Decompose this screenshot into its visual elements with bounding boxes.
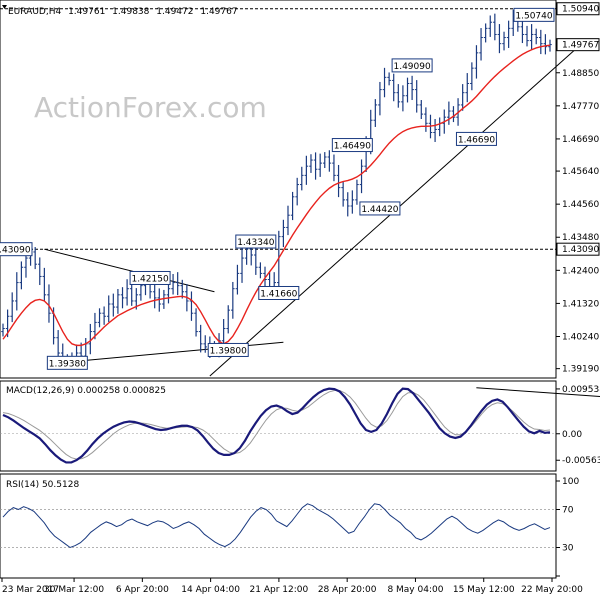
- current-price-box: [556, 38, 600, 52]
- x-tick-label-8: 22 May 20:00: [521, 585, 583, 595]
- macd-panel-frame: [0, 380, 557, 472]
- macd-panel: MACD(12,26,9) 0.000258 0.000825 0.009538…: [0, 380, 600, 472]
- annotation-label-1.44420: 1.44420: [361, 205, 398, 215]
- macd-lines: [2, 387, 551, 464]
- annotation-box-1.43340: [235, 234, 277, 249]
- price-tick-label-1.47770: 1.47770: [562, 102, 599, 112]
- price-tick-label-1.43480: 1.43480: [562, 233, 599, 243]
- price-tick-label-1.42400: 1.42400: [562, 266, 599, 276]
- rsi-tick-label-100: 100: [562, 477, 579, 487]
- price-tick-label-1.39190: 1.39190: [562, 365, 599, 375]
- reference-price-box-1.43090: [556, 242, 600, 256]
- macd-line: [2, 387, 551, 464]
- x-tick-label-3: 14 Apr 04:00: [181, 585, 240, 595]
- x-tick-label-1: 30 Mar 12:00: [44, 585, 104, 595]
- chevron-down-icon: [2, 5, 7, 9]
- annotation-label-1.49090: 1.49090: [393, 62, 430, 72]
- annotation-box-1.39380: [46, 355, 88, 370]
- reference-price-box-1.50940: [556, 2, 600, 16]
- annotation-box-1.46690: [455, 131, 497, 146]
- price-tick-label-1.44560: 1.44560: [562, 200, 599, 210]
- annotation-box-1.42150: [129, 270, 171, 285]
- price-tick-label-1.48850: 1.48850: [562, 69, 599, 79]
- watermark: ActionForex.com: [34, 91, 267, 124]
- annotation-label-1.43340: 1.43340: [237, 238, 274, 248]
- annotation-box-1.46490: [331, 138, 373, 153]
- x-tick-label-6: 8 May 04:00: [387, 585, 443, 595]
- reference-price-label-1.50940: 1.50940: [562, 5, 599, 15]
- annotation-label-1.41660: 1.41660: [260, 289, 297, 299]
- rsi-tick-label-70: 70: [562, 506, 574, 516]
- annotation-label-1.46490: 1.46490: [334, 142, 371, 152]
- macd-tick-label-0.00: 0.00: [562, 430, 582, 440]
- macd-trendline-0: [476, 387, 600, 397]
- annotation-label-1.39800: 1.39800: [210, 346, 247, 356]
- annotation-label-1.43090: 1.43090: [0, 246, 31, 256]
- annotation-box-1.39800: [207, 342, 249, 357]
- rsi-line: [2, 503, 551, 549]
- x-tick-label-4: 21 Apr 12:00: [250, 585, 309, 595]
- macd-y-axis: 0.009538 0.00 -0.005637: [556, 385, 600, 466]
- annotation-box-1.43090: [0, 242, 33, 257]
- annotation-box-1.41660: [258, 285, 300, 300]
- current-price-label: 1.49767: [562, 41, 599, 51]
- rsi-panel: RSI(14) 50.5128 100 70 30: [0, 473, 579, 579]
- rsi-title: RSI(14) 50.5128: [6, 480, 79, 490]
- x-tick-label-2: 6 Apr 20:00: [116, 585, 169, 595]
- annotation-box-1.49090: [391, 58, 433, 73]
- price-y-axis: 1.50940 1.48850 1.47770 1.46690 1.45640 1.445…: [556, 2, 600, 375]
- macd-trendline: [476, 387, 600, 397]
- macd-signal-line: [2, 390, 551, 460]
- rsi-panel-frame: [0, 473, 557, 579]
- macd-tick-label--0.005637: -0.005637: [562, 456, 600, 466]
- rsi-y-axis: 100 70 30: [556, 477, 579, 577]
- annotation-label-1.46690: 1.46690: [458, 135, 495, 145]
- price-tick-label-1.46690: 1.46690: [562, 135, 599, 145]
- rsi-line: [2, 503, 551, 549]
- annotation-box-1.44420: [359, 201, 401, 216]
- price-reference-lines: [0, 8, 556, 250]
- macd-tick-label-0.009538: 0.009538: [562, 385, 600, 395]
- price-panel-frame: [0, 0, 557, 379]
- x-tick-label-5: 28 Apr 20:00: [318, 585, 377, 595]
- macd-title: MACD(12,26,9) 0.000258 0.000825: [6, 386, 166, 396]
- moving-average-line: [2, 44, 551, 347]
- price-tick-label-1.40240: 1.40240: [562, 332, 599, 342]
- reference-price-label-1.43090: 1.43090: [562, 245, 599, 255]
- annotation-box-1.50740: [513, 7, 555, 22]
- annotation-label-1.50740: 1.50740: [515, 11, 552, 21]
- moving-average: [2, 44, 551, 347]
- rsi-reference-lines: [0, 509, 556, 548]
- price-tick-label-1.41320: 1.41320: [562, 299, 599, 309]
- annotation-label-1.39380: 1.39380: [49, 359, 86, 369]
- x-tick-label-7: 15 May 12:00: [453, 585, 515, 595]
- price-annotations: 1.43090 1.39380 1.42150 1.39800 1.43340 1.416…: [0, 7, 555, 370]
- rsi-tick-label-30: 30: [562, 544, 574, 554]
- x-tick-label-0: 23 Mar 2017: [2, 585, 59, 595]
- trendline-0: [44, 248, 215, 293]
- price-title: EURAUD,H4 1.49761 1.49838 1.49472 1.4976…: [8, 7, 238, 17]
- price-panel: EURAUD,H4 1.49761 1.49838 1.49472 1.4976…: [0, 0, 600, 379]
- annotation-label-1.42150: 1.42150: [131, 274, 168, 284]
- price-tick-label-1.45640: 1.45640: [562, 167, 599, 177]
